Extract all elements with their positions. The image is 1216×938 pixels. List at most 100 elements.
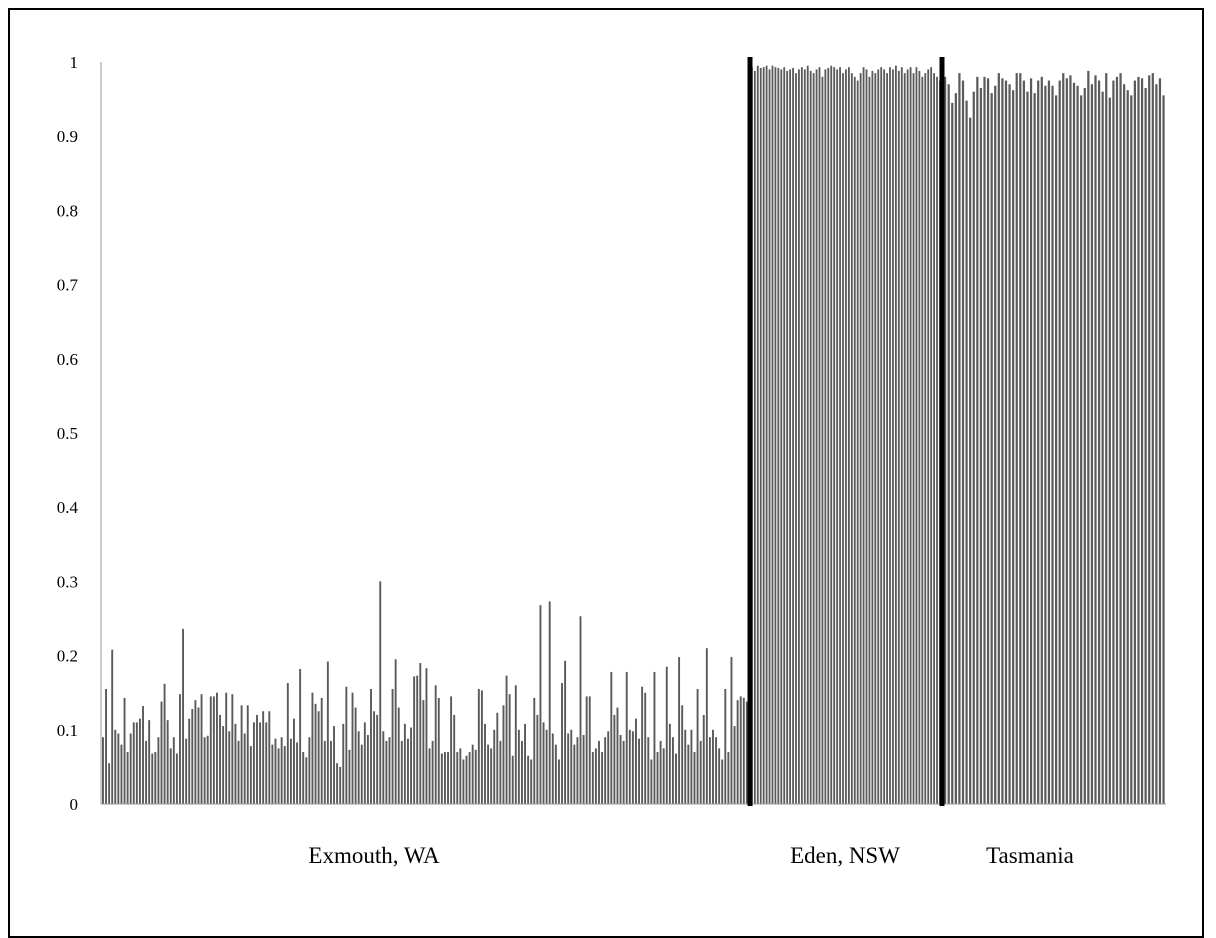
bar-0-123 [480,690,483,804]
bar-0-205 [733,726,736,804]
bar-0-135 [517,729,520,804]
bar-1-18 [803,69,806,805]
bar-0-2 [108,763,111,804]
bar-0-97 [400,740,403,804]
bar-1-36 [856,80,859,805]
bar-2-0 [944,76,947,805]
bar-1-63 [936,76,938,805]
bar-1-35 [853,76,856,805]
bar-0-203 [727,752,730,804]
bar-1-55 [912,73,915,804]
bar-0-120 [471,744,474,804]
bar-2-20 [1015,73,1018,804]
bar-0-204 [730,657,733,804]
bar-0-113 [450,696,453,804]
bar-1-46 [886,73,888,804]
bar-0-119 [468,752,471,804]
bar-0-194 [699,740,702,804]
bar-0-100 [410,727,413,804]
bar-0-141 [536,714,539,804]
bar-1-45 [883,69,886,805]
bar-0-192 [693,752,696,804]
bar-0-153 [573,744,576,804]
bar-0-155 [579,616,582,804]
bar-0-104 [422,700,425,804]
bar-0-46 [243,733,246,804]
bar-2-28 [1044,85,1047,805]
bar-0-193 [696,688,699,804]
bar-0-16 [151,753,154,804]
bar-0-101 [413,676,416,804]
bar-1-25 [824,69,827,805]
bar-1-50 [897,70,900,804]
bar-0-106 [428,748,431,804]
bar-0-10 [132,722,135,804]
bar-0-116 [459,748,462,804]
bar-1-41 [871,70,874,804]
bar-0-6 [120,744,123,804]
bar-1-22 [815,69,818,805]
bar-0-131 [505,675,508,804]
bar-0-20 [163,683,166,804]
bar-2-1 [947,84,950,804]
bar-2-44 [1101,91,1104,805]
bar-0-207 [739,696,742,804]
bar-2-31 [1055,95,1058,804]
bar-0-174 [638,738,640,804]
bar-2-16 [1001,78,1004,804]
bar-0-19 [160,701,163,804]
bar-2-7 [969,117,972,804]
bar-1-13 [789,69,792,805]
group-dividers [747,57,945,806]
group-label-2: Tasmania [986,843,1074,868]
bar-2-34 [1065,78,1068,804]
bar-1-16 [798,69,800,805]
bar-0-186 [675,753,677,804]
bar-1-32 [845,69,847,805]
bar-1-34 [850,73,853,804]
bar-0-78 [342,723,345,804]
bar-0-30 [194,700,197,804]
bar-0-190 [687,744,690,804]
bar-0-76 [336,763,339,804]
bar-1-4 [762,67,765,804]
bar-0-79 [345,686,348,804]
bar-2-18 [1008,84,1011,804]
bar-0-93 [388,737,391,804]
axis-layer [100,62,1166,805]
bar-0-158 [588,696,591,804]
bar-0-178 [650,759,653,804]
bar-1-47 [889,67,891,804]
bar-0-56 [274,738,277,804]
bar-1-6 [768,69,771,805]
bar-0-138 [527,755,530,804]
bar-0-88 [373,711,376,804]
bar-0-14 [145,740,148,804]
bar-0-36 [212,696,215,804]
bar-0-32 [200,694,203,804]
bar-0-85 [363,722,366,804]
bar-0-33 [203,737,206,804]
bar-0-166 [613,714,616,804]
bar-2-59 [1155,84,1158,804]
bar-1-1 [753,70,756,804]
bar-0-26 [182,628,185,804]
bar-2-17 [1004,80,1008,805]
bar-1-30 [839,67,841,804]
bar-0-110 [440,753,443,804]
bar-0-202 [724,688,727,804]
group-label-0: Exmouth, WA [308,843,440,868]
bar-0-118 [465,755,468,804]
bar-2-27 [1040,76,1043,805]
bar-1-9 [777,67,780,804]
bar-1-38 [862,67,865,804]
bar-2-10 [979,87,983,805]
bar-0-48 [249,746,252,804]
bar-0-142 [539,605,542,804]
bar-2-58 [1151,73,1154,804]
bar-0-183 [665,666,668,804]
bar-0-209 [745,701,748,804]
bar-1-24 [821,76,824,805]
bar-0-83 [357,731,360,804]
bar-2-60 [1158,78,1162,804]
